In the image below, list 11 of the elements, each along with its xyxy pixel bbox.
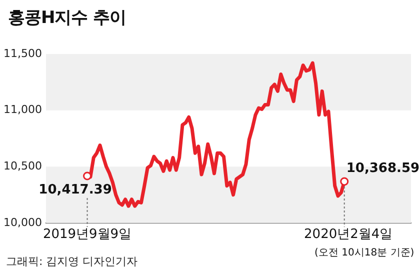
chart-title: 홍콩H지수 추이 <box>8 7 126 29</box>
data-label: 10,368.59 <box>346 160 420 176</box>
data-label: 10,417.39 <box>38 182 112 198</box>
text: (오전 10시18분 기준) <box>314 248 414 259</box>
y-tick-label: 10,500 <box>4 160 42 173</box>
text: 2019년9월9일 <box>42 226 132 242</box>
text: 2020년2월4일 <box>304 226 393 242</box>
y-tick-label: 11,500 <box>4 46 42 60</box>
y-tick-label: 11,000 <box>4 103 42 116</box>
y-tick-label: 10,000 <box>4 216 42 229</box>
text: 그래픽: 김지영 디자인기자 <box>6 254 138 269</box>
